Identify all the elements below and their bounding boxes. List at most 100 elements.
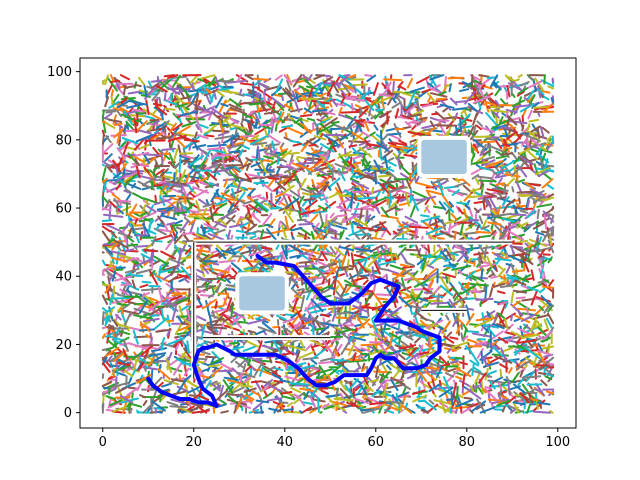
tree-edge [166,360,170,371]
tree-edge [480,225,490,230]
tree-edge [498,301,509,306]
tree-edge [401,179,405,189]
tree-edge [478,140,496,144]
tree-edge [138,356,147,363]
tree-edge [307,160,324,171]
tree-edge [512,300,521,307]
tree-edge [319,123,333,134]
tree-edge [172,206,177,219]
tree-edge [138,217,154,223]
tree-edge [216,276,227,282]
tree-edge [334,398,354,402]
tree-edge [290,224,297,230]
tree-edge [494,355,513,364]
tree-edge [312,348,327,360]
tree-edge [466,84,476,88]
tree-edge [222,379,234,394]
tree-edge [264,128,269,138]
tree-edge [289,108,303,113]
tree-edge [512,289,528,294]
tree-edge [502,225,517,232]
tree-edge [257,326,277,335]
tree-edge [363,119,370,132]
tree-edge [354,384,362,392]
tree-edge [462,107,468,117]
tree-edge [499,164,504,175]
tree-edge [547,85,555,90]
tree-edge [551,77,555,84]
tree-edge [339,323,343,330]
tree-edge [336,311,350,315]
tree-edge [330,219,343,226]
tree-edge [101,109,105,119]
tree-edge [489,97,499,107]
tree-edge [471,174,480,180]
tree-edge [506,115,511,128]
tree-edge [183,195,187,205]
tree-edge [317,284,333,293]
tree-edge [320,184,328,191]
tree-edge [244,359,256,372]
tree-edge [318,361,333,365]
tree-edge [440,250,450,262]
tree-edge [160,343,164,351]
tree-edge [547,239,555,254]
tree-edge [274,193,284,198]
tree-edge [149,270,159,286]
tree-edge [151,347,168,353]
tree-edge [534,77,545,92]
tree-edge [181,154,195,160]
tree-edge [382,392,394,398]
tree-edge [211,285,215,295]
tree-edge [317,205,328,211]
tree-edge [352,304,369,313]
tree-edge [325,214,328,226]
tree-edge [394,253,399,261]
tree-edge [393,87,401,100]
tree-edge [243,387,257,393]
tree-edge [214,300,218,310]
tree-edge [308,366,320,372]
tree-edge [384,155,389,169]
tree-edge [320,250,328,262]
tree-edge [447,301,453,309]
tree-edge [172,172,176,184]
tree-edge [123,171,139,179]
tree-edge [220,273,231,279]
tree-edge [334,285,340,292]
tree-edge [273,185,281,192]
tree-edge [543,318,550,331]
tree-edge [232,179,240,188]
tree-edge [163,74,175,78]
tree-edge [415,244,422,258]
tree-edge [162,175,174,179]
tree-edge [485,198,493,211]
tree-edge [220,410,229,414]
tree-edge [109,74,115,82]
tree-edge [462,390,470,396]
tree-edge [424,222,436,232]
tree-edge [446,331,453,338]
tree-edge [229,98,242,108]
tree-edge [431,84,441,91]
tree-edge [397,81,404,89]
tree-edge [390,229,403,242]
tree-edge [244,223,258,234]
tree-edge [416,181,432,188]
tree-edge [513,128,521,140]
tree-edge [511,166,522,177]
tree-edge [437,237,445,240]
tree-edge [283,410,304,414]
tree-edge [122,166,126,176]
tree-edge [439,275,450,291]
tree-edge [526,89,535,102]
tree-edge [339,132,353,142]
tree-edge [523,397,527,410]
tree-edge [322,117,338,128]
tree-edge [210,188,220,202]
tree-edge [123,295,141,298]
tree-edge [318,210,324,225]
tree-edge [101,167,107,181]
tree-edge [101,163,105,167]
tree-edge [469,282,489,287]
